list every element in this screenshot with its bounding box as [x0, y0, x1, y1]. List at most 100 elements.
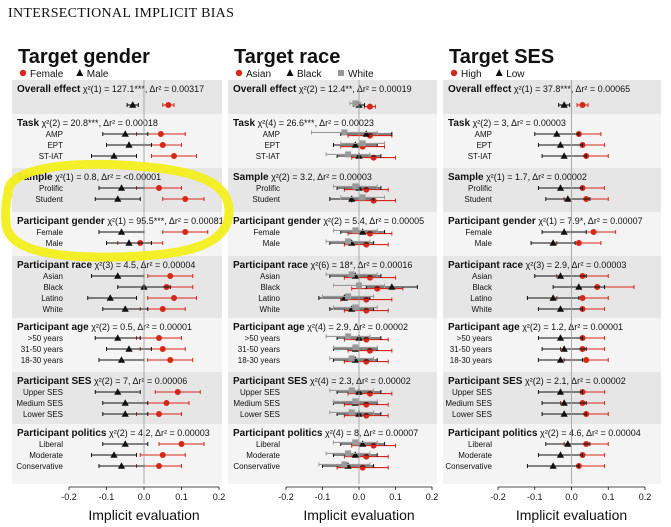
- section-band: [228, 372, 437, 424]
- row: Upper SES: [452, 388, 606, 397]
- row-label: Male: [475, 239, 493, 248]
- point-triangle: [114, 334, 122, 341]
- section-band: [443, 114, 661, 168]
- point-square: [348, 355, 355, 362]
- point-triangle: [348, 195, 356, 202]
- section-stat: χ²(4) = 26.6***, Δr² = 0.00023: [255, 118, 374, 128]
- section-name: Task: [448, 118, 470, 129]
- row-label: Latino: [470, 294, 492, 303]
- point-triangle: [110, 152, 118, 159]
- row-label: Student: [252, 195, 280, 204]
- section-stat: χ²(2) = 4.6, Δr² = 0.00004: [537, 428, 640, 438]
- row: Moderate: [246, 450, 389, 460]
- legend-entry: High: [450, 69, 482, 80]
- x-tick-label: 0.1: [175, 492, 188, 502]
- legend-marker-circle: [235, 69, 243, 77]
- point-triangle: [560, 152, 568, 159]
- row-label: AMP: [263, 130, 280, 139]
- section-header: Participant gender χ²(1) = 95.5***, Δr² …: [17, 216, 224, 227]
- x-tick-label: 0.1: [389, 492, 402, 502]
- row-label: Female: [253, 228, 280, 237]
- point-circle: [156, 335, 162, 341]
- section-name: Overall effect: [17, 84, 81, 95]
- section-name: Participant age: [233, 322, 305, 333]
- section-band: [12, 318, 222, 372]
- section-name: Overall effect: [233, 84, 297, 95]
- row-label: Asian: [260, 272, 280, 281]
- section-header: Participant gender χ²(2) = 5.4, Δr² = 0.…: [233, 216, 424, 227]
- point-circle: [579, 295, 586, 301]
- row-label: Liberal: [256, 440, 280, 449]
- section-band: [228, 168, 437, 212]
- legend-entry: Low: [495, 69, 525, 80]
- x-axis-label: Implicit evaluation: [303, 507, 414, 523]
- row-label: White: [260, 305, 281, 314]
- row-label: AMP: [46, 130, 63, 139]
- section-name: Participant gender: [448, 216, 536, 227]
- x-tick-label: 0.2: [639, 492, 652, 502]
- point-triangle: [556, 356, 565, 363]
- section-overall-effect: Overall effect χ²(1) = 37.8***, Δr² = 0.…: [443, 80, 661, 114]
- row-label: 31-50 years: [450, 345, 492, 354]
- legend-marker-triangle: [286, 69, 294, 76]
- row-label: ST-IAT: [256, 152, 280, 161]
- point-circle: [579, 102, 586, 108]
- section-name: Participant politics: [448, 428, 538, 439]
- row: ST-IAT: [39, 152, 197, 161]
- section-name: Participant politics: [233, 428, 323, 439]
- yellow-highlight-ellipse: [1, 159, 234, 262]
- point-square: [345, 293, 352, 300]
- section-header: Participant age χ²(4) = 2.9, Δr² = 0.000…: [233, 322, 408, 333]
- section-sample: Sample χ²(1) = 1.7, Δr² = 0.00002Prolifi…: [443, 168, 661, 212]
- section-participant-age: Participant age χ²(2) = 0.5, Δr² = 0.000…: [12, 318, 222, 372]
- point-triangle: [129, 101, 137, 108]
- section-stat: χ²(2) = 0.5, Δr² = 0.00001: [89, 322, 192, 332]
- section-name: Overall effect: [448, 84, 512, 95]
- highlight-layer: [1, 159, 234, 262]
- point-triangle: [121, 130, 129, 137]
- section-header: Task χ²(2) = 3, Δr² = 0.00003: [448, 118, 566, 129]
- section-header: Task χ²(2) = 20.8***, Δr² = 0.00018: [17, 118, 158, 129]
- section-band: [228, 212, 437, 256]
- section-header: Sample χ²(2) = 3.2, Δr² = 0.00003: [233, 172, 372, 183]
- row: >50 years: [457, 334, 606, 343]
- section-name: Sample: [17, 172, 53, 183]
- x-tick-label: 0.0: [138, 492, 151, 502]
- section-header: Overall effect χ²(1) = 127.1***, Δr² = 0…: [17, 84, 204, 95]
- legend-label: Black: [297, 69, 322, 80]
- row: Upper SES: [23, 388, 201, 397]
- point-triangle: [114, 272, 122, 279]
- section-header: Participant race χ²(6) = 18*, Δr² = 0.00…: [233, 260, 412, 271]
- section-band: [443, 168, 661, 212]
- section-stat: χ²(2) = 4.2, Δr² = 0.00003: [106, 428, 209, 438]
- point-triangle: [117, 184, 126, 191]
- x-tick-label: -0.1: [315, 492, 331, 502]
- point-triangle: [575, 283, 583, 290]
- section-name: Participant SES: [17, 376, 92, 387]
- section-stat: χ²(2) = 7, Δr² = 0.00006: [91, 376, 187, 386]
- row-label: Black: [43, 283, 64, 292]
- section-stat: χ²(4) = 8, Δr² = 0.00007: [322, 428, 418, 438]
- point-triangle: [549, 239, 557, 246]
- row: White: [43, 305, 186, 314]
- legend-marker-circle: [19, 69, 27, 77]
- row-label: Black: [472, 283, 493, 292]
- x-tick-label: -0.2: [490, 492, 506, 502]
- point-square: [352, 439, 359, 446]
- section-band: [443, 80, 661, 114]
- section-stat: χ²(2) = 5.4, Δr² = 0.00005: [321, 216, 424, 226]
- point-triangle: [556, 388, 565, 395]
- point-triangle: [117, 228, 126, 235]
- row: AMP: [263, 129, 393, 139]
- row-label: Female: [36, 228, 63, 237]
- row: Medium SES: [16, 399, 190, 408]
- row-label: >50 years: [457, 334, 492, 343]
- section-name: Task: [233, 118, 255, 129]
- section-participant-race: Participant race χ²(6) = 18*, Δr² = 0.00…: [228, 256, 437, 318]
- section-name: Participant age: [17, 322, 89, 333]
- section-stat: χ²(1) = 1.7, Δr² = 0.00002: [484, 172, 587, 182]
- row: Moderate: [29, 451, 186, 460]
- legend-entry: Asian: [235, 69, 271, 80]
